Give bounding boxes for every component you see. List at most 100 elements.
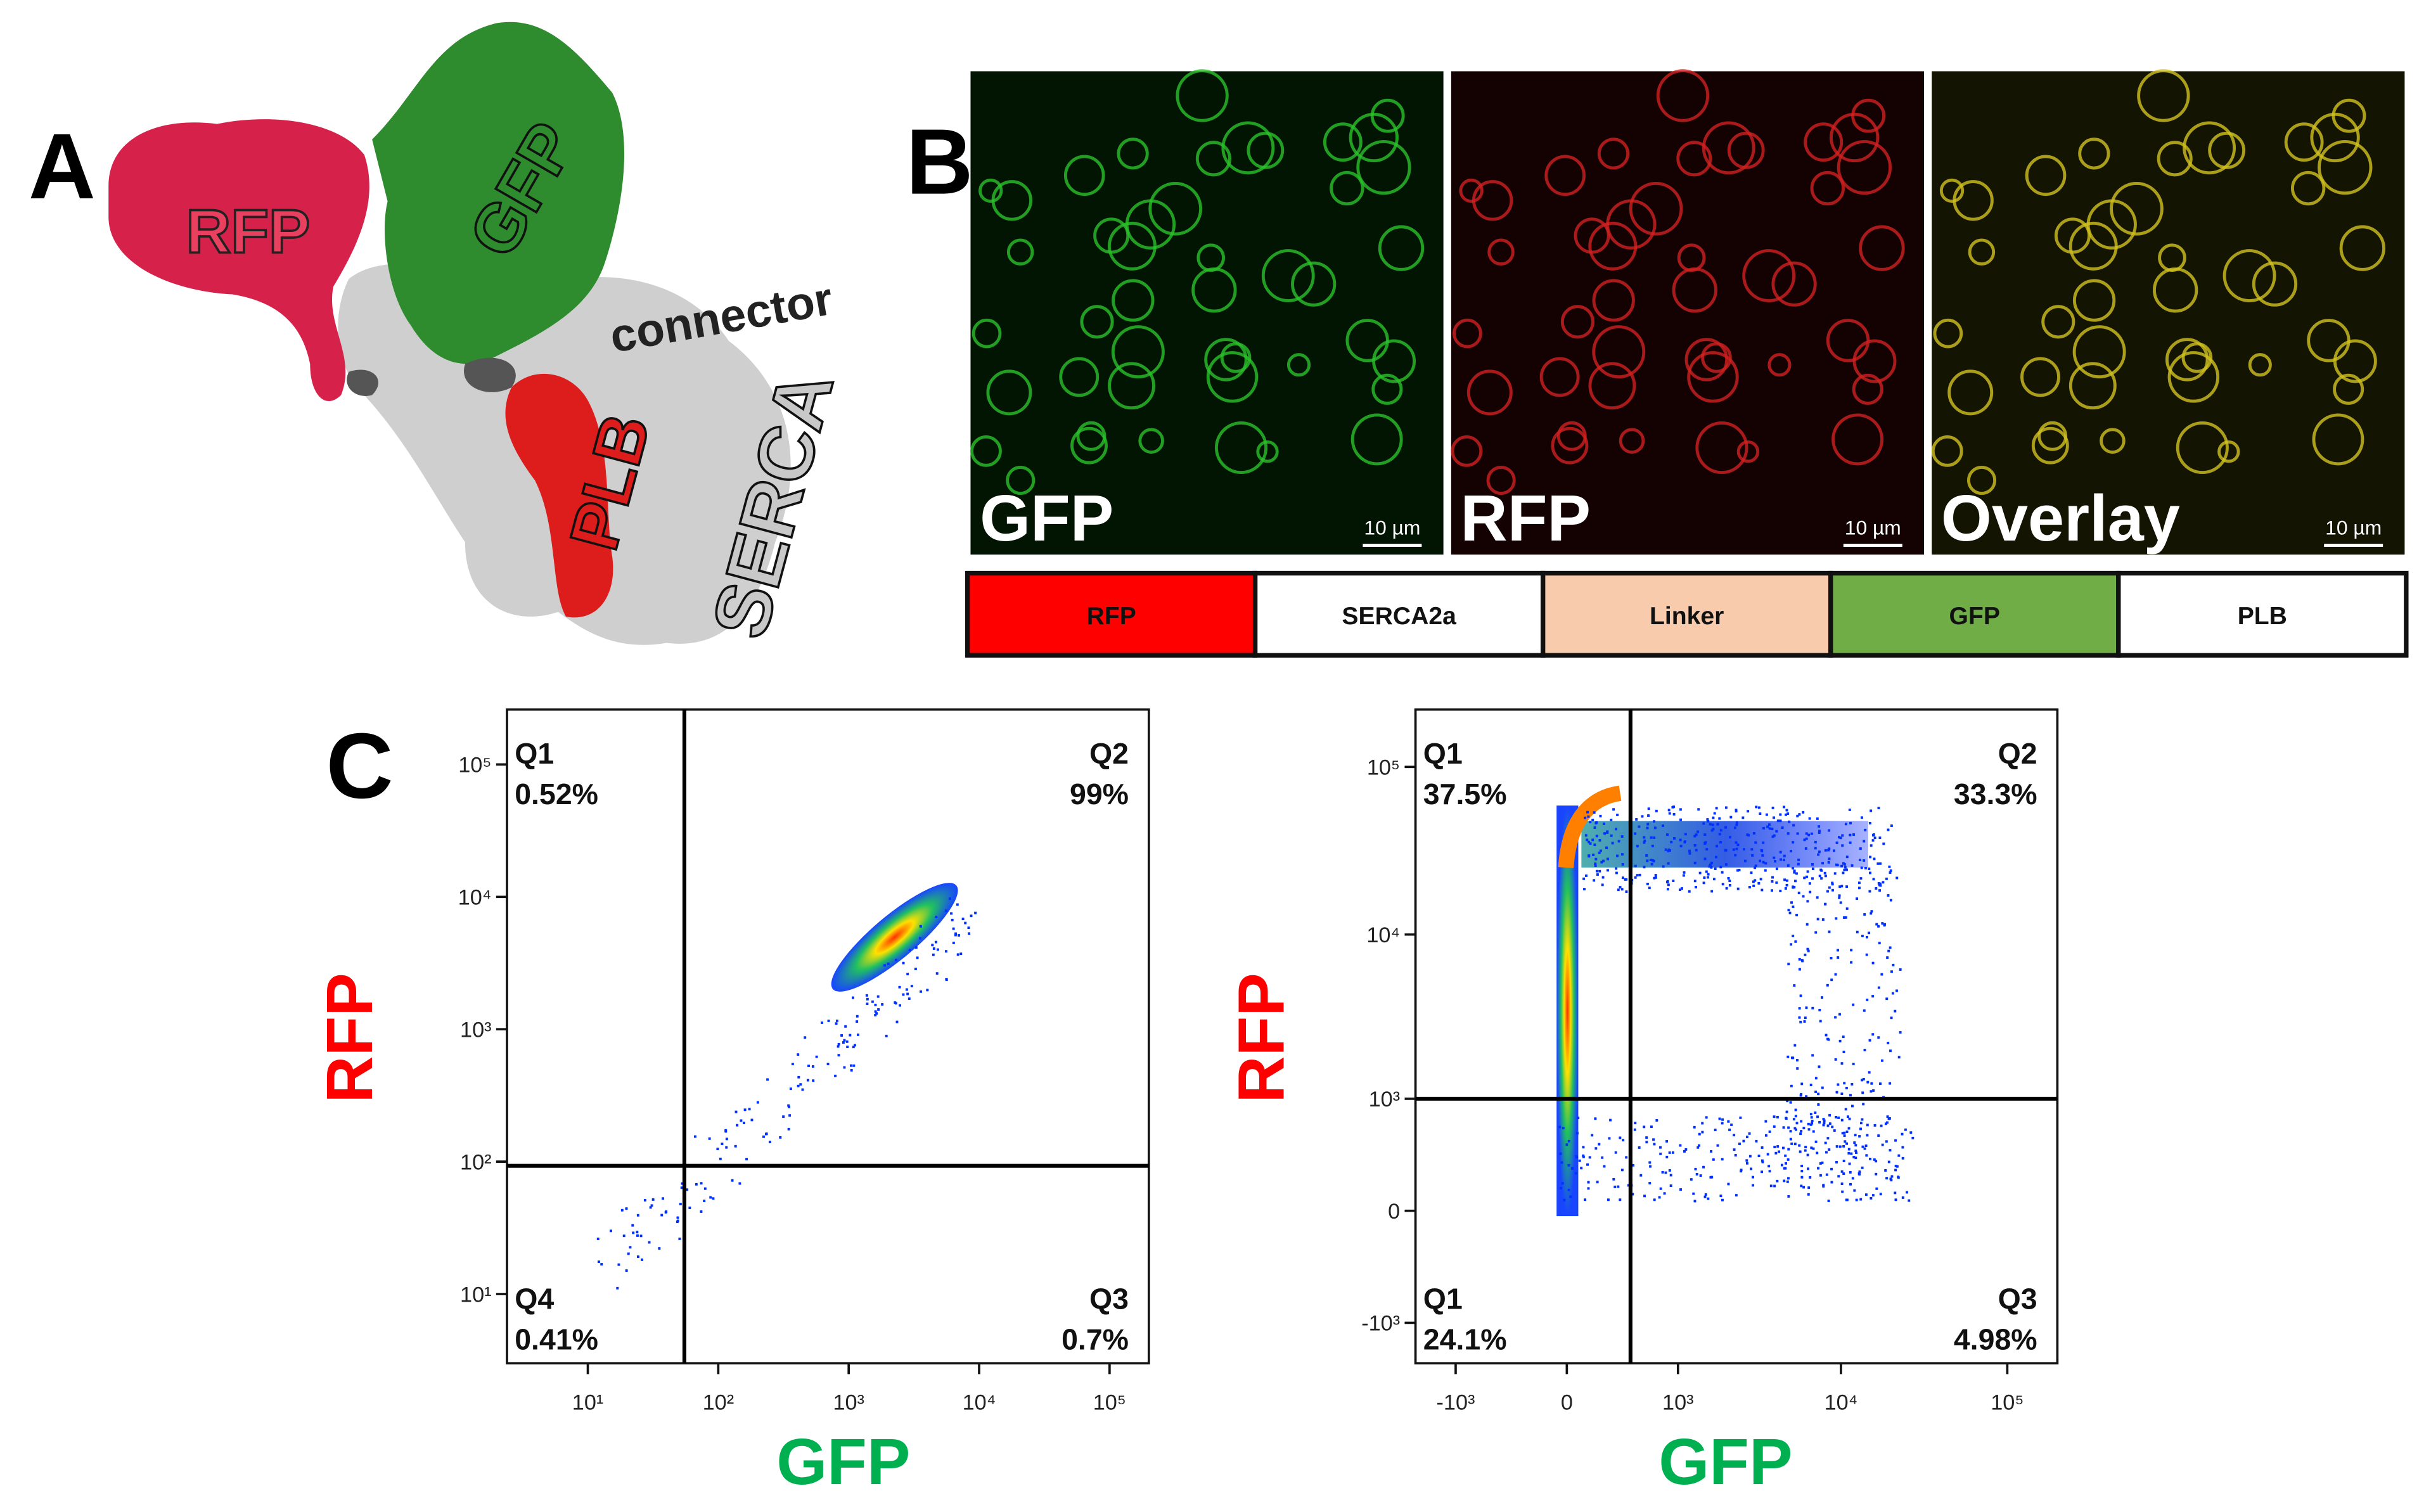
event-dot (1806, 870, 1809, 873)
event-dot (1877, 807, 1880, 810)
cell (1702, 121, 1755, 175)
quadrant-name: Q2 (1998, 737, 2037, 770)
event-dot (1678, 888, 1681, 892)
cell (1323, 122, 1363, 162)
event-dot (1690, 1178, 1693, 1181)
event-dot (1748, 886, 1751, 888)
event-dot (1709, 864, 1712, 866)
event-dot (1591, 818, 1594, 821)
event-dot (1817, 853, 1820, 856)
event-dot (1661, 1170, 1664, 1174)
event-dot (1773, 1184, 1776, 1188)
cell (1588, 221, 1638, 271)
event-dot (716, 1148, 719, 1151)
event-dot (1683, 1150, 1686, 1153)
event-dot (1830, 1167, 1833, 1170)
event-dot (1872, 878, 1875, 881)
x-tick-label: 10⁵ (1991, 1391, 2024, 1415)
cell (2176, 421, 2229, 475)
cell (1451, 435, 1483, 467)
cell (1286, 353, 1311, 377)
event-dot (1885, 1140, 1888, 1143)
event-dot (1889, 871, 1892, 874)
quadrant-name: Q4 (515, 1283, 554, 1316)
event-dot (651, 1198, 655, 1201)
event-dot (1646, 883, 1649, 885)
event-dot (1835, 1161, 1838, 1163)
cell (1256, 440, 1279, 463)
cell (1804, 122, 1844, 162)
y-tick-label: 10³ (460, 1018, 491, 1042)
event-dot (1864, 867, 1867, 869)
event-dot (1870, 1082, 1873, 1085)
event-dot (708, 1137, 711, 1140)
event-dot (1798, 1144, 1801, 1147)
construct-label: RFP (1086, 603, 1136, 630)
event-dot (1840, 1182, 1844, 1186)
event-dot (1665, 1155, 1669, 1158)
cell (1968, 238, 1996, 266)
event-dot (1848, 1117, 1851, 1120)
event-dot (1786, 1158, 1790, 1161)
event-dot (1816, 1115, 1819, 1118)
event-dot (1889, 869, 1892, 872)
event-dot (1787, 1177, 1790, 1180)
y-tick-label: 10³ (1369, 1087, 1400, 1112)
event-dot (1860, 816, 1863, 819)
event-dot (639, 1234, 643, 1238)
event-dot (1773, 1146, 1776, 1148)
event-dot (1709, 1176, 1712, 1179)
panel-b: B GFP 10 µm RFP 10 µm Overlay 10 µm RFP SERCA2a… (906, 69, 2409, 658)
event-dot (1844, 1108, 1847, 1111)
event-dot (906, 992, 909, 996)
event-dot (1650, 862, 1653, 866)
event-dot (1748, 1155, 1752, 1158)
cell (1220, 342, 1252, 373)
event-dot (1828, 829, 1831, 832)
event-dot (1706, 818, 1709, 821)
event-dot (1653, 1198, 1656, 1201)
event-dot (1594, 857, 1598, 861)
event-dot (1851, 1177, 1854, 1180)
event-dot (1783, 854, 1786, 857)
y-tick-label: 10⁴ (458, 886, 492, 910)
event-dot (1800, 1120, 1803, 1123)
event-dot (1809, 890, 1812, 894)
y-tick-label: 0 (1388, 1200, 1400, 1224)
quadrant-percent: 24.1% (1423, 1323, 1507, 1355)
cell (1588, 362, 1636, 410)
event-dot (1786, 864, 1790, 867)
event-dot (1899, 968, 1902, 971)
cell (1539, 357, 1580, 397)
event-dot (1603, 1165, 1606, 1168)
event-dot (1562, 1127, 1565, 1130)
event-dot (1574, 1172, 1577, 1175)
event-dot (1774, 1151, 1778, 1155)
x-tick-label: 10³ (833, 1391, 864, 1415)
event-dot (766, 1078, 769, 1081)
event-dot (1782, 1146, 1785, 1150)
event-dot (887, 962, 890, 965)
event-dot (1598, 1143, 1601, 1146)
event-dot (1810, 1116, 1813, 1119)
event-dot (1847, 1127, 1851, 1130)
event-dot (1800, 1176, 1804, 1179)
event-dot (1871, 961, 1875, 964)
event-dot (725, 1146, 728, 1149)
event-dot (1694, 1167, 1697, 1170)
cell (1687, 351, 1739, 403)
event-dot (694, 1135, 696, 1138)
event-dot (1845, 1142, 1849, 1145)
event-dot (1871, 1194, 1875, 1197)
event-dot (1786, 1180, 1789, 1183)
event-dot (1901, 1196, 1904, 1199)
event-dot (1792, 867, 1794, 870)
quadrant-name: Q3 (1998, 1283, 2037, 1316)
event-dot (1765, 813, 1768, 816)
event-dot (1790, 943, 1793, 946)
event-dot (1761, 1146, 1764, 1149)
event-dot (1693, 843, 1697, 847)
event-dot (1615, 828, 1618, 831)
event-dot (1707, 873, 1710, 876)
event-dot (1901, 1156, 1904, 1160)
